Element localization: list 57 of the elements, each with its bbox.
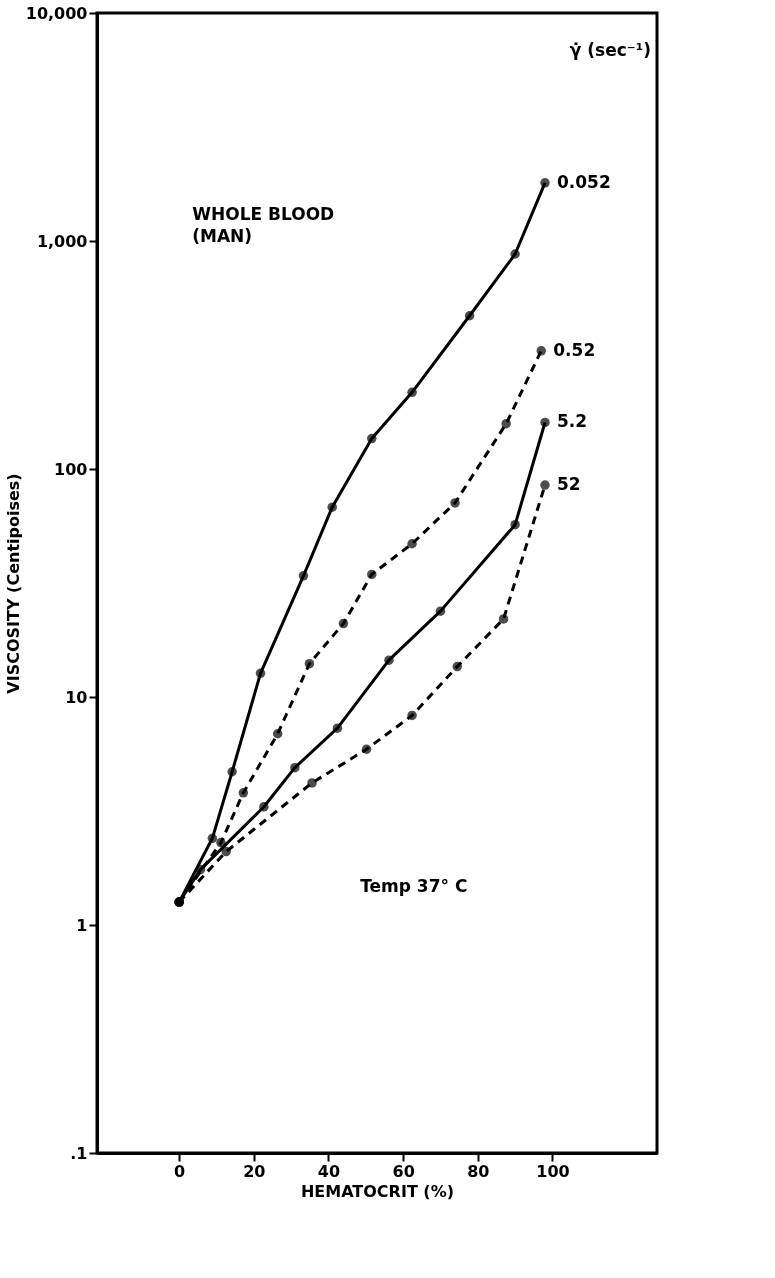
x-axis-title: HEMATOCRIT (%) — [300, 1181, 455, 1201]
point — [227, 767, 237, 777]
point — [540, 480, 550, 490]
point — [407, 710, 417, 721]
y-tick-label: 10,000 — [25, 3, 88, 23]
point — [452, 661, 463, 672]
point — [407, 539, 417, 549]
series-label: 52 — [557, 474, 581, 495]
y-tick-label: 10 — [65, 687, 88, 707]
y-tick-label: 1,000 — [36, 231, 88, 251]
point — [540, 178, 550, 188]
point — [272, 729, 283, 739]
point — [384, 655, 394, 665]
point — [327, 502, 337, 512]
y-axis-title: VISCOSITY (Centipoises) — [3, 473, 23, 694]
point — [207, 833, 218, 844]
series-label: 5.2 — [557, 411, 588, 432]
point — [195, 864, 206, 875]
point — [255, 668, 266, 679]
y-tick-label: 1 — [76, 915, 88, 935]
point — [290, 762, 300, 773]
point — [501, 418, 511, 429]
point — [174, 897, 184, 907]
legend-title: γ̇ (sec⁻¹) — [569, 40, 651, 60]
point — [464, 311, 475, 321]
x-tick-label: 60 — [392, 1161, 415, 1181]
point — [216, 837, 226, 848]
x-tick-label: 20 — [243, 1161, 266, 1181]
series-label: 0.052 — [557, 171, 611, 192]
point — [435, 606, 446, 616]
point — [510, 519, 520, 530]
annotation: Temp 37° C — [360, 876, 468, 897]
series-label: 0.52 — [553, 339, 596, 360]
point — [367, 433, 377, 444]
point — [332, 723, 343, 733]
x-tick-label: 0 — [174, 1161, 186, 1181]
point — [536, 346, 547, 356]
x-tick-label: 100 — [536, 1161, 570, 1181]
y-tick-label: .1 — [70, 1143, 88, 1163]
point — [407, 387, 417, 398]
point — [238, 788, 249, 798]
annotation: WHOLE BLOOD (MAN) — [192, 203, 335, 246]
x-tick-label: 80 — [467, 1161, 490, 1181]
x-tick-label: 40 — [317, 1161, 341, 1181]
point — [498, 614, 509, 624]
point — [298, 571, 309, 581]
point — [307, 778, 317, 788]
point — [338, 618, 349, 629]
point — [259, 802, 269, 812]
point — [367, 569, 377, 580]
point — [304, 658, 315, 669]
point — [361, 744, 372, 754]
point — [221, 846, 231, 857]
y-tick-label: 100 — [54, 459, 88, 479]
point — [540, 417, 550, 428]
point — [510, 249, 520, 259]
point — [450, 498, 460, 508]
